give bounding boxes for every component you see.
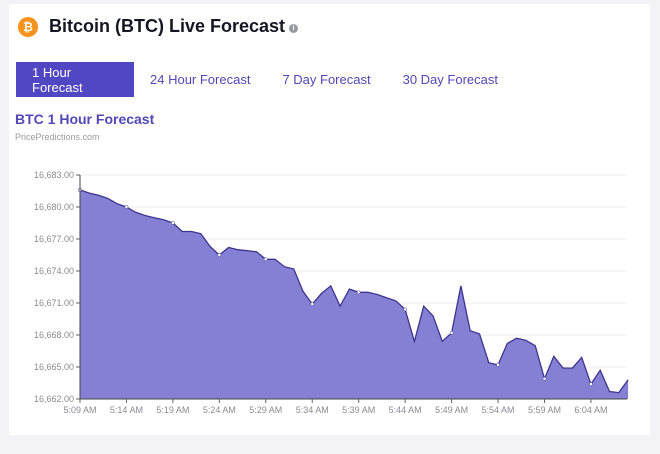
area-fill [80,189,629,399]
tab-30-day[interactable]: 30 Day Forecast [402,72,498,87]
header: ₿ Bitcoin (BTC) Live Forecast i [18,16,299,37]
data-point [171,221,175,225]
x-tick-label: 5:44 AM [389,405,422,415]
data-point [403,307,407,312]
x-tick-label: 5:49 AM [435,405,468,415]
data-point [263,257,268,262]
x-tick-label: 5:59 AM [528,405,561,415]
tab-7-day[interactable]: 7 Day Forecast [282,72,371,87]
bitcoin-icon: ₿ [18,16,38,37]
x-tick-label: 5:54 AM [482,405,515,415]
chart-title: BTC 1 Hour Forecast [15,111,155,127]
data-point [449,331,454,335]
data-point [310,302,315,306]
info-icon[interactable]: i [289,24,299,33]
x-tick-label: 5:09 AM [63,405,96,415]
y-tick-label: 16,662.00 [34,394,74,404]
chart-subtitle: PricePredictions.com [15,132,100,142]
x-tick-label: 5:24 AM [203,405,236,415]
y-tick-label: 16,665.00 [34,362,74,372]
y-tick-label: 16,683.00 [34,170,74,180]
y-tick-label: 16,677.00 [34,234,74,244]
page-title: Bitcoin (BTC) Live Forecast [49,16,286,36]
x-tick-label: 5:29 AM [249,405,282,415]
y-tick-label: 16,680.00 [34,202,74,212]
data-point [356,290,361,295]
data-point [217,253,222,257]
tab-24-hour[interactable]: 24 Hour Forecast [150,72,251,87]
y-tick-label: 16,671.00 [34,298,74,308]
data-point [124,205,129,209]
x-tick-label: 5:19 AM [156,405,189,415]
y-tick-label: 16,668.00 [34,330,74,340]
y-tick-label: 16,674.00 [34,266,74,276]
x-tick-label: 5:34 AM [296,405,329,415]
data-point [589,382,593,386]
x-tick-label: 6:04 AM [574,405,607,415]
data-point [542,376,547,381]
data-point [496,363,500,367]
tab-1-hour[interactable]: 1 Hour Forecast [16,62,134,97]
forecast-tabs: 1 Hour Forecast 24 Hour Forecast 7 Day F… [16,62,514,97]
x-tick-label: 5:39 AM [342,405,375,415]
x-tick-label: 5:14 AM [110,405,143,415]
